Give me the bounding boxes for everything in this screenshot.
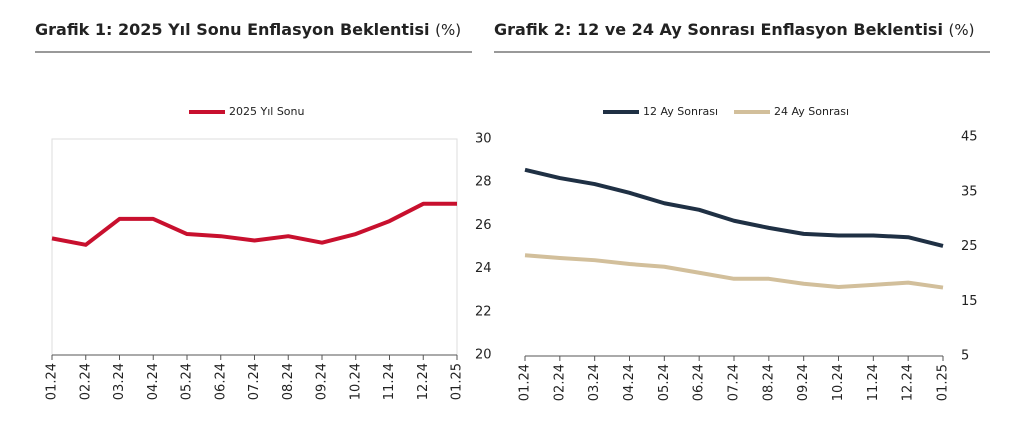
x-tick-label: 09.24 (315, 363, 330, 400)
x-tick-label: 01.24 (45, 363, 60, 400)
x-tick-label: 05.24 (657, 364, 672, 401)
x-tick-label: 01.25 (936, 364, 951, 401)
x-tick-label: 10.24 (348, 363, 363, 400)
y-tick-label: 30 (475, 132, 492, 147)
x-tick-label: 01.25 (450, 363, 465, 400)
y-tick-label: 24 (475, 261, 492, 276)
y-tick-label: 28 (475, 175, 492, 190)
x-tick-label: 07.24 (727, 364, 742, 401)
chart-title: Grafik 1: 2025 Yıl Sonu Enflasyon Beklen… (35, 20, 461, 39)
title-unit: (%) (435, 21, 461, 39)
x-tick-label: 04.24 (622, 364, 637, 401)
x-tick-label: 05.24 (180, 363, 195, 400)
x-tick-label: 11.24 (866, 364, 881, 401)
series-line (524, 253, 944, 290)
x-tick-label: 06.24 (213, 363, 228, 400)
y-tick-label: 25 (961, 239, 978, 254)
y-tick-label: 15 (961, 294, 978, 309)
plot-frame (51, 138, 458, 356)
y-tick-label: 35 (961, 184, 978, 199)
x-tick-label: 02.24 (78, 363, 93, 400)
legend-label: 24 Ay Sonrası (774, 105, 849, 118)
x-tick-label: 10.24 (831, 364, 846, 401)
series-line (524, 167, 944, 248)
x-tick-label: 08.24 (281, 363, 296, 400)
title-text: Grafik 2: 12 ve 24 Ay Sonrası Enflasyon … (494, 20, 943, 39)
legend-label: 2025 Yıl Sonu (229, 105, 304, 118)
x-tick-label: 01.24 (518, 364, 533, 401)
y-tick-label: 20 (475, 348, 492, 363)
y-tick-label: 45 (961, 130, 978, 145)
y-tick-label: 5 (961, 349, 969, 364)
title-unit: (%) (949, 21, 975, 39)
title-text: Grafik 1: 2025 Yıl Sonu Enflasyon Beklen… (35, 20, 430, 39)
x-tick-label: 04.24 (146, 363, 161, 400)
x-tick-label: 06.24 (692, 364, 707, 401)
x-tick-label: 08.24 (761, 364, 776, 401)
x-tick-label: 12.24 (416, 363, 431, 400)
series-line (51, 201, 457, 247)
y-tick-label: 26 (475, 218, 492, 233)
x-tick-label: 03.24 (587, 364, 602, 401)
chart-title: Grafik 2: 12 ve 24 Ay Sonrası Enflasyon … (494, 20, 974, 39)
x-tick-label: 07.24 (247, 363, 262, 400)
legend-label: 12 Ay Sonrası (643, 105, 718, 118)
x-tick-label: 03.24 (112, 363, 127, 400)
x-tick-label: 02.24 (552, 364, 567, 401)
x-tick-label: 11.24 (382, 363, 397, 400)
x-tick-label: 09.24 (796, 364, 811, 401)
y-tick-label: 22 (475, 304, 492, 319)
x-tick-label: 12.24 (901, 364, 916, 401)
